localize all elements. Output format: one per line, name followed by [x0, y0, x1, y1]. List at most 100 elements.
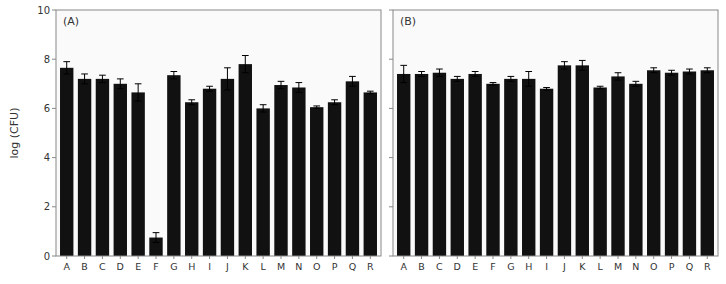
error-stem: [510, 76, 511, 81]
error-bar: [117, 79, 124, 89]
bar: [415, 74, 428, 256]
error-bar: [633, 81, 640, 86]
error-bar: [135, 84, 142, 101]
error-bar: [454, 76, 461, 81]
error-stem: [120, 79, 121, 89]
y-tick-label: 6: [44, 103, 50, 114]
bar: [701, 70, 714, 256]
x-tick: [439, 256, 440, 259]
error-stem: [671, 70, 672, 75]
error-bar: [278, 81, 285, 88]
error-bar: [63, 62, 70, 74]
error-bar: [224, 68, 231, 90]
x-tick-label: M: [614, 261, 622, 272]
bar: [397, 74, 410, 256]
error-bar: [349, 76, 356, 86]
bar: [274, 85, 287, 256]
y-tick: [52, 108, 56, 109]
bar: [78, 79, 91, 256]
error-cap: [454, 76, 461, 77]
error-bar: [561, 62, 568, 69]
x-tick-label: R: [367, 261, 374, 272]
x-tick-label: G: [507, 261, 514, 272]
error-cap: [650, 67, 657, 68]
error-cap: [260, 112, 267, 113]
x-tick-label: B: [81, 261, 88, 272]
error-cap: [508, 81, 515, 82]
bar: [576, 65, 589, 256]
bar: [96, 79, 109, 256]
y-tick-label: 2: [44, 201, 50, 212]
bar: [346, 81, 359, 256]
error-cap: [579, 60, 586, 61]
error-stem: [582, 60, 583, 70]
error-cap: [454, 81, 461, 82]
x-tick-label: J: [562, 261, 566, 272]
error-bar: [686, 69, 693, 74]
error-stem: [528, 72, 529, 87]
error-cap: [418, 76, 425, 77]
error-bar: [525, 72, 532, 87]
error-cap: [349, 86, 356, 87]
error-bar: [367, 91, 374, 93]
x-tick: [66, 256, 67, 259]
error-cap: [561, 61, 568, 62]
error-bar: [597, 86, 604, 88]
error-stem: [227, 68, 228, 90]
error-cap: [543, 89, 550, 90]
x-tick: [173, 256, 174, 259]
x-tick: [138, 256, 139, 259]
y-tick: [389, 206, 393, 207]
plot-frame: [393, 10, 718, 256]
error-cap: [171, 78, 178, 79]
error-bar: [418, 72, 425, 77]
bar: [167, 75, 180, 256]
x-tick: [653, 256, 654, 259]
error-stem: [475, 72, 476, 77]
panel: 0246810ABCDEFGHIJKLMNOPQRlog (CFU)(A): [8, 5, 381, 273]
x-tick-label: M: [277, 261, 285, 272]
error-cap: [188, 104, 195, 105]
error-cap: [650, 72, 657, 73]
plot-frame: [56, 10, 381, 256]
marks: [60, 56, 377, 256]
error-stem: [263, 105, 264, 112]
error-cap: [490, 85, 497, 86]
bar: [239, 64, 252, 256]
error-cap: [224, 67, 231, 68]
bar: [185, 102, 198, 256]
error-stem: [653, 68, 654, 73]
y-tick: [389, 10, 393, 11]
error-bar: [171, 72, 178, 79]
x-tick: [689, 256, 690, 259]
bar: [364, 92, 377, 256]
error-bar: [615, 73, 622, 80]
error-cap: [615, 80, 622, 81]
y-tick-label: 8: [44, 54, 50, 65]
x-tick-label: I: [208, 261, 211, 272]
error-bar: [99, 75, 106, 82]
error-stem: [689, 69, 690, 74]
error-cap: [313, 108, 320, 109]
x-tick-label: E: [135, 261, 141, 272]
error-cap: [296, 92, 303, 93]
x-tick-label: D: [454, 261, 461, 272]
error-cap: [331, 99, 338, 100]
x-tick-label: N: [295, 261, 302, 272]
y-tick: [52, 206, 56, 207]
panel-label: (A): [63, 15, 79, 28]
bar: [611, 76, 624, 256]
error-cap: [668, 70, 675, 71]
bar: [292, 87, 305, 256]
error-cap: [436, 76, 443, 77]
error-cap: [63, 73, 70, 74]
error-cap: [633, 81, 640, 82]
x-tick: [316, 256, 317, 259]
y-tick: [52, 256, 56, 257]
error-cap: [418, 71, 425, 72]
error-bar: [579, 60, 586, 70]
x-tick: [298, 256, 299, 259]
error-cap: [206, 86, 213, 87]
error-stem: [173, 72, 174, 79]
x-tick: [671, 256, 672, 259]
